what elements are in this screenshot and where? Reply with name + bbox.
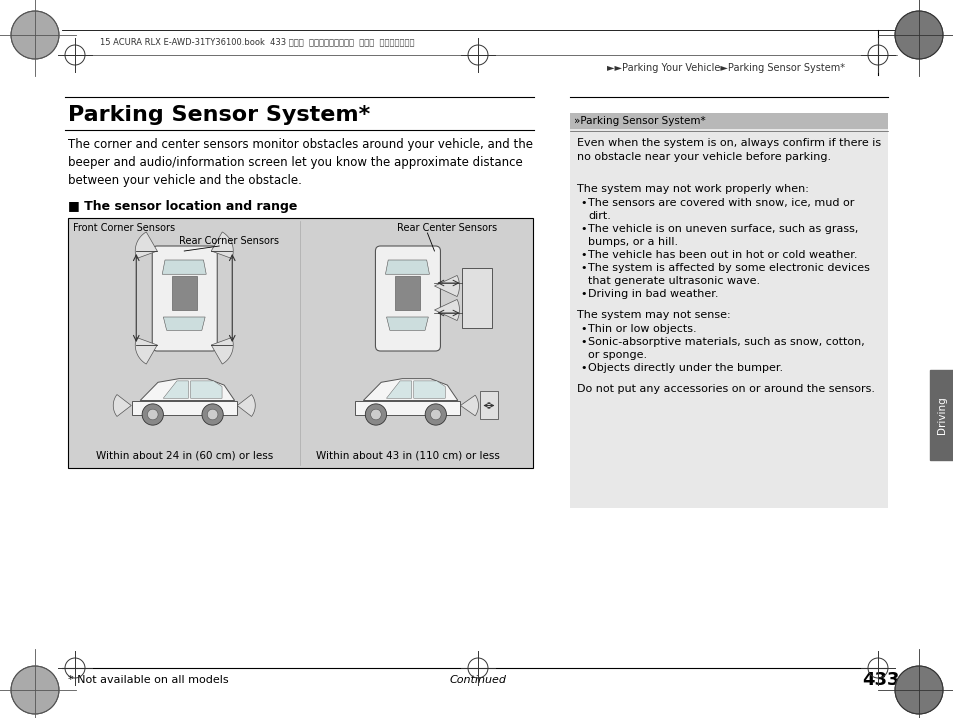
- Text: •: •: [579, 337, 586, 347]
- Circle shape: [202, 404, 223, 425]
- Text: Front Corner Sensors: Front Corner Sensors: [73, 223, 175, 233]
- Text: Rear Center Sensors: Rear Center Sensors: [397, 223, 497, 233]
- Polygon shape: [135, 232, 157, 258]
- Text: Parking Sensor System*: Parking Sensor System*: [68, 105, 370, 125]
- Text: •: •: [579, 224, 586, 234]
- Circle shape: [894, 666, 942, 714]
- Text: Sonic-absorptive materials, such as snow, cotton,
or sponge.: Sonic-absorptive materials, such as snow…: [587, 337, 863, 360]
- Text: Within about 24 in (60 cm) or less: Within about 24 in (60 cm) or less: [95, 450, 273, 460]
- Circle shape: [11, 666, 59, 714]
- Text: The corner and center sensors monitor obstacles around your vehicle, and the
bee: The corner and center sensors monitor ob…: [68, 138, 533, 187]
- Circle shape: [142, 404, 163, 425]
- Text: »Parking Sensor System*: »Parking Sensor System*: [574, 116, 705, 126]
- Bar: [172, 276, 196, 309]
- Bar: [355, 401, 459, 414]
- Text: •: •: [579, 324, 586, 334]
- Bar: [68, 218, 533, 468]
- Polygon shape: [140, 378, 234, 401]
- Bar: [462, 268, 492, 328]
- Text: The system may not work properly when:: The system may not work properly when:: [577, 184, 808, 194]
- Circle shape: [894, 11, 942, 59]
- FancyBboxPatch shape: [152, 246, 217, 351]
- Polygon shape: [211, 337, 233, 364]
- Text: Even when the system is on, always confirm if there is
no obstacle near your veh: Even when the system is on, always confi…: [577, 138, 881, 162]
- Circle shape: [371, 409, 381, 420]
- Polygon shape: [163, 317, 205, 330]
- Text: Objects directly under the bumper.: Objects directly under the bumper.: [587, 363, 782, 373]
- Bar: [569, 113, 887, 129]
- Polygon shape: [460, 395, 478, 416]
- Polygon shape: [386, 381, 411, 398]
- Bar: [132, 401, 236, 414]
- Text: The system is affected by some electronic devices
that generate ultrasonic wave.: The system is affected by some electroni…: [587, 263, 869, 286]
- Circle shape: [207, 409, 217, 420]
- Text: •: •: [579, 263, 586, 273]
- Polygon shape: [211, 232, 233, 258]
- Text: Rear Corner Sensors: Rear Corner Sensors: [179, 236, 279, 246]
- Polygon shape: [191, 381, 222, 398]
- Polygon shape: [434, 299, 459, 320]
- Text: •: •: [579, 289, 586, 299]
- Text: The system may not sense:: The system may not sense:: [577, 310, 730, 320]
- Text: 433: 433: [862, 671, 899, 689]
- Text: •: •: [579, 363, 586, 373]
- Polygon shape: [135, 337, 157, 364]
- Text: ►►Parking Your Vehicle►Parking Sensor System*: ►►Parking Your Vehicle►Parking Sensor Sy…: [606, 63, 844, 73]
- Text: Continued: Continued: [449, 675, 506, 685]
- Circle shape: [430, 409, 440, 420]
- Text: Within about 43 in (110 cm) or less: Within about 43 in (110 cm) or less: [315, 450, 498, 460]
- Polygon shape: [237, 395, 255, 416]
- Text: •: •: [579, 198, 586, 208]
- Text: •: •: [579, 250, 586, 260]
- Polygon shape: [363, 378, 457, 401]
- Polygon shape: [385, 260, 429, 274]
- Polygon shape: [162, 260, 206, 274]
- Text: The sensors are covered with snow, ice, mud or
dirt.: The sensors are covered with snow, ice, …: [587, 198, 854, 221]
- Text: Driving: Driving: [936, 396, 946, 434]
- Text: 15 ACURA RLX E-AWD-31TY36100.book  433 ページ  ２０１４年８月６日  水曜日  午後１時５９分: 15 ACURA RLX E-AWD-31TY36100.book 433 ペー…: [100, 37, 414, 47]
- Text: The vehicle is on uneven surface, such as grass,
bumps, or a hill.: The vehicle is on uneven surface, such a…: [587, 224, 858, 247]
- FancyBboxPatch shape: [375, 246, 440, 351]
- Polygon shape: [414, 381, 445, 398]
- Bar: [929, 370, 953, 460]
- Polygon shape: [434, 276, 459, 297]
- Bar: [569, 113, 887, 508]
- Circle shape: [365, 404, 386, 425]
- Polygon shape: [386, 317, 428, 330]
- Text: The vehicle has been out in hot or cold weather.: The vehicle has been out in hot or cold …: [587, 250, 857, 260]
- Text: ■ The sensor location and range: ■ The sensor location and range: [68, 200, 297, 213]
- Bar: [395, 276, 419, 309]
- Polygon shape: [113, 395, 132, 416]
- Text: * Not available on all models: * Not available on all models: [68, 675, 229, 685]
- Text: Do not put any accessories on or around the sensors.: Do not put any accessories on or around …: [577, 384, 874, 394]
- Bar: [480, 391, 497, 419]
- Circle shape: [425, 404, 446, 425]
- Circle shape: [148, 409, 158, 420]
- Text: Driving in bad weather.: Driving in bad weather.: [587, 289, 718, 299]
- Circle shape: [11, 11, 59, 59]
- Text: Thin or low objects.: Thin or low objects.: [587, 324, 696, 334]
- Polygon shape: [163, 381, 189, 398]
